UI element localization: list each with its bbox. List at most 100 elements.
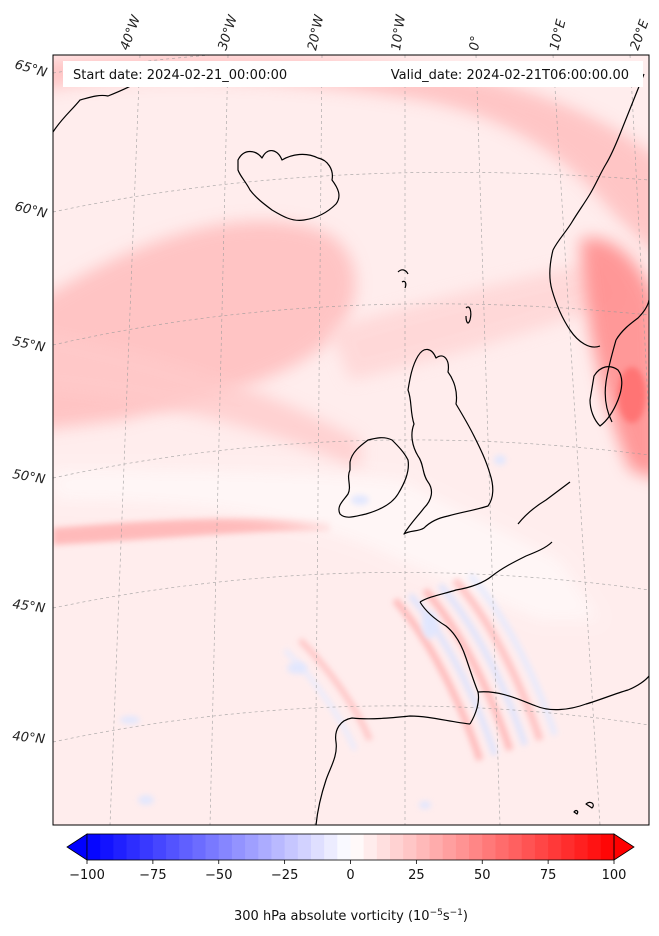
colorbar-step [521,834,536,860]
colorbar-step [258,834,272,860]
colorbar-step [218,834,233,860]
colorbar-step [100,834,114,860]
vorticity-band-uk [330,260,620,380]
coast-great-britain [403,348,494,535]
map-panel: Start date: 2024-02-21_00:00:00 Valid_da… [52,54,650,826]
coast-iberia [315,715,471,825]
colorbar-tick-label: −100 [69,868,105,883]
colorbar-step [495,834,510,860]
colorbar-tick-label: 100 [602,868,627,883]
vorticity-core-denmark [618,367,646,423]
colorbar-step [534,834,549,860]
colorbar-extend-right [613,833,635,861]
colorbar-tick-label: −75 [139,868,166,883]
colorbar-step [271,834,286,860]
parallel-55n [53,303,649,346]
colorbar-step [297,834,312,860]
colorbar-steps [87,834,615,860]
vorticity-band-north [53,55,649,249]
meridian-20e [629,55,649,428]
map-frame [52,54,650,826]
colorbar-step [548,834,562,860]
lon-label-20e: 20°E [628,17,653,52]
lon-label-40w: 40°W [118,12,145,52]
colorbar-step [482,834,496,860]
lon-label-30w: 30°W [216,12,242,52]
colorbar-step [245,834,259,860]
meridian-40w [109,55,141,825]
parallel-45n [53,572,649,609]
lon-label-10e: 10°E [547,17,569,52]
graticule [53,55,649,825]
colorbar-step [390,834,404,860]
colorbar-step [231,834,246,860]
colorbar-step [442,834,457,860]
colorbar-tick-label: 50 [474,868,491,883]
colorbar-step [310,834,325,860]
lat-label-40n: 40°N [12,729,46,747]
colorbar-step [574,834,589,860]
colorbar-step [455,834,470,860]
colorbar-step [179,834,193,860]
colorbar-step [561,834,575,860]
colorbar-step [416,834,431,860]
colorbar-step [166,834,180,860]
colorbar-tick-label: −50 [205,868,232,883]
colorbar-step [508,834,523,860]
colorbar-step [205,834,220,860]
start-date-text: Start date: 2024-02-21_00:00:00 [73,68,287,83]
colorbar-title: 300 hPa absolute vorticity (10−5s−1) [234,908,468,924]
colorbar-tick-label: 75 [540,868,557,883]
colorbar-step [587,834,602,860]
colorbar-step [600,834,615,860]
colorbar-step [113,834,128,860]
lon-label-20w: 20°W [305,12,327,51]
valid-date-text: Valid_date: 2024-02-21T06:00:00.00 [391,68,629,83]
lat-label-55n: 55°N [11,334,46,356]
vorticity-field [53,55,649,809]
colorbar-step [403,834,417,860]
colorbar-step [152,834,167,860]
colorbar-step [337,834,351,860]
colorbar-step [126,834,141,860]
lon-label-10w: 10°W [389,13,409,52]
coast-norway [549,73,645,348]
coast-france [419,541,553,725]
wave-pattern-biscay [283,573,558,762]
vorticity-band-west [53,332,360,470]
colorbar-step [284,834,299,860]
colorbar-step [350,834,365,860]
colorbar-step [192,834,207,860]
coast-ireland [338,437,409,518]
longitude-labels: 40°W 30°W 20°W 10°W 0° 10°E 20°E [118,12,653,52]
coast-azores [573,801,594,815]
coast-netherlands [517,481,571,525]
lat-label-45n: 45°N [11,597,46,616]
colorbar-tick-label: 0 [346,868,354,883]
parallel-40n [53,705,649,743]
meridian-10e [552,55,601,825]
colorbar-step [469,834,483,860]
coast-faroe [397,269,409,289]
meridian-20w [314,55,323,825]
colorbar-extend-left [66,833,88,861]
lat-label-50n: 50°N [11,467,46,488]
colorbar: −100 −75 −50 −25 0 25 50 75 100 300 hPa absolute… [66,833,635,924]
coast-shetland [465,306,472,324]
parallel-60n [53,171,649,213]
latitude-labels: 65°N 60°N 55°N 50°N 45°N 40°N [11,57,49,747]
coast-med-spain [477,675,649,711]
lat-label-65n: 65°N [13,57,49,81]
meridian-0 [475,55,501,825]
colorbar-ticks: −100 −75 −50 −25 0 25 50 75 100 [69,860,626,883]
colorbar-step [139,834,154,860]
lon-label-0: 0° [467,35,484,52]
coast-iceland [237,150,340,221]
vorticity-near-zero-corridor [53,470,600,620]
colorbar-step [87,834,101,860]
colorbar-tick-label: 25 [408,868,425,883]
colorbar-step [363,834,378,860]
parallel-50n [53,439,649,479]
colorbar-step [429,834,444,860]
